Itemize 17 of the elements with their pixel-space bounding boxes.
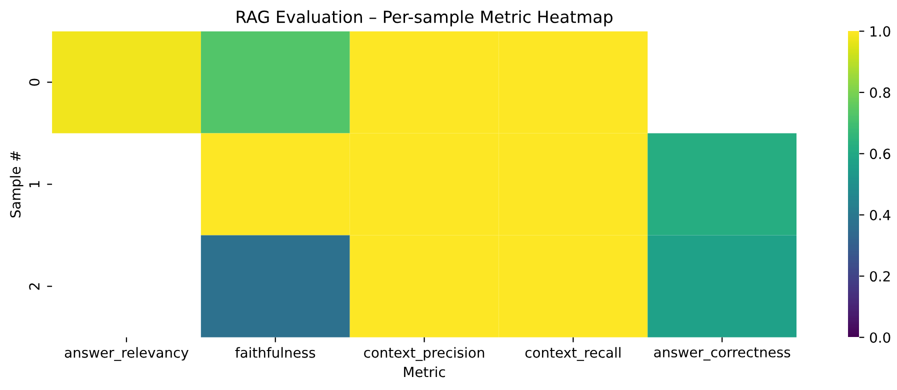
x-tick-label: answer_correctness [654,347,790,361]
x-tick-label: answer_relevancy [64,347,188,361]
chart-title: RAG Evaluation – Per-sample Metric Heatmap [236,10,612,26]
x-axis-title: Metric [404,366,446,378]
y-tick-label: 2 [29,283,40,290]
x-tick-label: context_recall [525,347,620,361]
color-bar-label: 0.6 [870,148,890,160]
color-bar-label: 0.8 [870,87,890,98]
y-axis-title: Sample # [10,151,24,218]
color-bar-label: 0.4 [870,210,890,220]
color-bar-label: 1.0 [870,26,890,37]
x-tick-label: faithfulness [235,347,316,358]
x-tick-label: context_precision [364,347,484,361]
y-tick-label: 1 [29,181,40,188]
color-bar-label: 0.2 [870,271,890,282]
color-bar-label: 0.0 [870,332,890,343]
y-tick-label: 0 [29,78,40,86]
